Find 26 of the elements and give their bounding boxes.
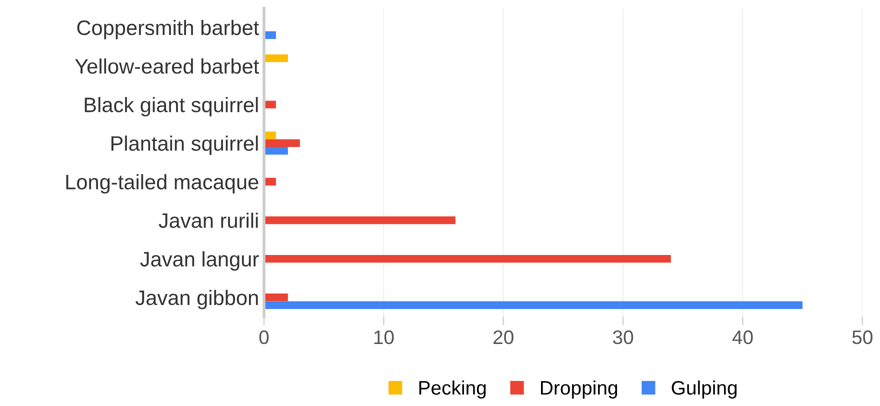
y-tick-label: Black giant squirrel bbox=[84, 96, 258, 116]
bar bbox=[264, 294, 288, 302]
y-tick-label: Yellow-eared barbet bbox=[75, 58, 259, 74]
x-tick-label: 10 bbox=[374, 330, 394, 344]
y-tick-label: Plantain squirrel bbox=[111, 136, 258, 155]
legend-label: Pecking bbox=[419, 380, 486, 399]
y-tick-label: Javan langur bbox=[140, 251, 259, 271]
bar bbox=[264, 254, 671, 263]
x-tick-label: 40 bbox=[732, 330, 753, 344]
x-tick-label: 30 bbox=[612, 330, 634, 344]
bar bbox=[264, 139, 300, 147]
legend-label: Dropping bbox=[541, 380, 618, 399]
legend-label: Gulping bbox=[672, 380, 737, 399]
x-tick-label: 0 bbox=[259, 330, 269, 344]
y-tick-label: Coppersmith barbet bbox=[77, 20, 259, 40]
bar bbox=[264, 132, 276, 140]
bar bbox=[264, 216, 456, 224]
y-tick-label: Javan rurili bbox=[158, 212, 258, 228]
bar bbox=[264, 301, 803, 309]
x-tick-label: 50 bbox=[852, 330, 872, 344]
bar bbox=[264, 100, 276, 108]
bar bbox=[264, 54, 288, 62]
x-tick-label: 20 bbox=[494, 330, 514, 344]
y-tick-label: Javan gibbon bbox=[136, 290, 258, 310]
y-tick-label: Long-tailed macaque bbox=[66, 174, 258, 194]
bar bbox=[264, 146, 288, 155]
